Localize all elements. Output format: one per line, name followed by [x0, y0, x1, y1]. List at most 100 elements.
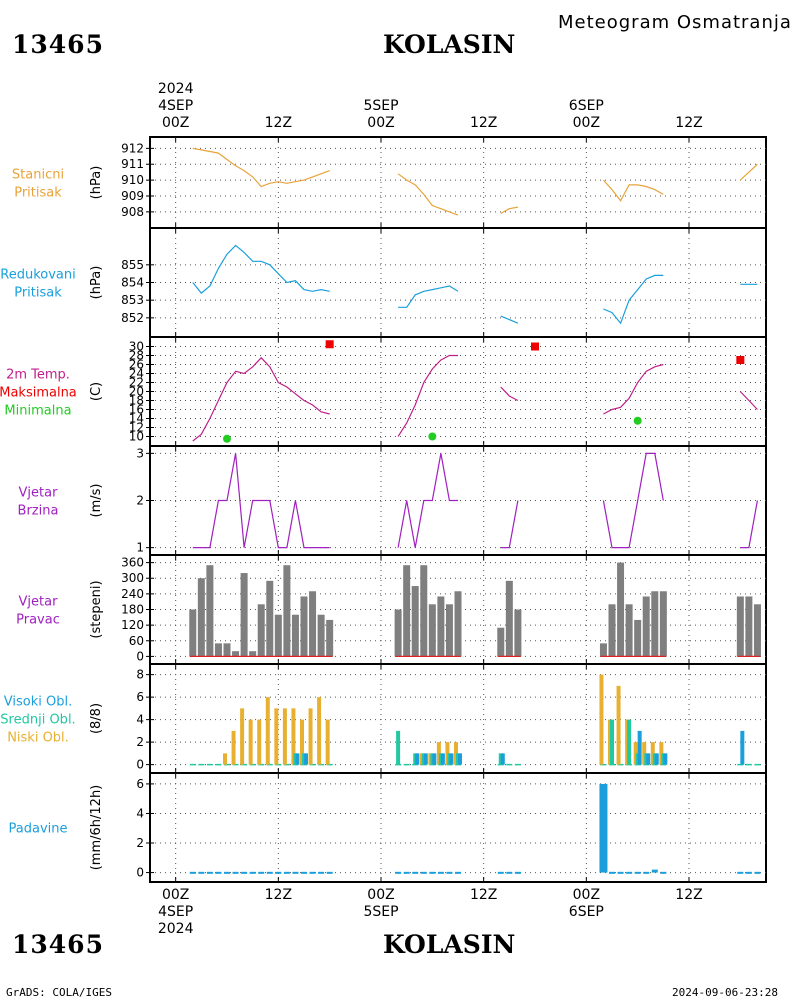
precip-bar [455, 871, 461, 874]
panel-label-temperature: 2m Temp. [6, 368, 70, 383]
cloud-bar [415, 753, 420, 765]
direction-bar [625, 604, 633, 657]
y-tick-label: 18 [129, 394, 144, 408]
direction-bar [326, 619, 334, 657]
series-line [739, 163, 758, 181]
y-tick-label: 3 [136, 446, 144, 460]
tmin-marker [633, 416, 642, 425]
precip-bar [395, 871, 402, 874]
cloud-bar [637, 730, 642, 765]
series-line [500, 386, 519, 402]
precip-bar [292, 871, 299, 874]
direction-bar [266, 580, 274, 657]
panel-station-pressure: Stanicni Pritisak (hPa) 908 909 910 911 912 [12, 136, 767, 229]
direction-bar [617, 562, 625, 657]
direction-bar [599, 643, 607, 657]
direction-bar [753, 604, 761, 657]
time-label-top: 5SEP [363, 98, 398, 114]
direction-bar [497, 627, 505, 657]
meteogram-title: Meteogram Osmatranja [558, 12, 792, 33]
y-tick-label: 854 [121, 276, 144, 290]
cloud-bar [265, 697, 270, 765]
cloud-bar [646, 753, 651, 765]
time-label-bottom: 2024 [158, 921, 194, 937]
direction-bar [189, 609, 197, 657]
precip-bar [437, 871, 444, 874]
y-tick-label: 120 [121, 618, 144, 632]
direction-bar [634, 619, 642, 657]
panel-label-temperature: Minimalna [4, 404, 71, 419]
tmax-marker [736, 356, 745, 364]
series-line [397, 453, 458, 548]
y-tick-label: 24 [129, 367, 144, 381]
y-tick-label: 360 [121, 556, 144, 570]
cloud-bar [248, 719, 253, 765]
cloud-bar [610, 719, 614, 765]
precip-bar [599, 783, 608, 873]
series-line [500, 206, 519, 215]
precip-bar [275, 871, 282, 874]
cloud-bar [231, 730, 236, 765]
series-line [602, 452, 664, 549]
station-id-bottom: 13465 [12, 930, 104, 959]
direction-bar [420, 565, 428, 657]
direction-bar [403, 565, 411, 657]
cloud-bar [627, 719, 632, 765]
time-label-bottom: 12Z [265, 887, 292, 903]
y-tick-label: 855 [121, 258, 144, 272]
series-line [739, 391, 758, 410]
direction-bar [505, 580, 513, 657]
time-label-bottom: 12Z [470, 887, 497, 903]
direction-bar [454, 591, 462, 657]
direction-bar [283, 565, 291, 657]
cloud-bar [257, 719, 262, 765]
panel-label-wind-speed: Brzina [18, 504, 59, 519]
panel-label-clouds: Niski Obl. [7, 731, 69, 746]
cloud-bar [291, 708, 296, 765]
series-line [192, 147, 330, 188]
panel-frame [149, 772, 767, 883]
y-tick-label: 20 [129, 385, 144, 399]
panel-precipitation: Padavine (mm/6h/12h) 0 2 4 6 [9, 772, 767, 883]
series-line [603, 363, 664, 415]
panel-label-temperature: Maksimalna [0, 386, 77, 401]
cloud-bar [458, 753, 462, 765]
time-label-top: 12Z [675, 115, 702, 131]
y-tick-label: 0 [136, 866, 144, 880]
time-label-bottom: 00Z [162, 887, 189, 903]
direction-bar [291, 614, 299, 657]
precip-bar [403, 871, 410, 874]
series-line [192, 453, 330, 549]
direction-bar [206, 565, 214, 657]
y-tick-label: 16 [129, 403, 144, 417]
y-tick-label: 22 [129, 376, 144, 390]
y-tick-label: 908 [121, 205, 144, 219]
panel-label-wind-speed: Vjetar [19, 486, 59, 501]
panel-frame [149, 227, 767, 338]
direction-bar [394, 609, 402, 657]
tmin-marker [428, 432, 437, 441]
direction-bar [659, 591, 667, 657]
panel-frame [149, 136, 767, 229]
direction-bar [223, 643, 231, 657]
y-tick-label: 180 [121, 603, 144, 617]
direction-bar [437, 596, 445, 657]
cloud-bar [616, 685, 621, 765]
precip-bar [232, 871, 239, 874]
precip-bar [206, 871, 213, 874]
unit-label: (hPa) [89, 266, 104, 300]
series-line [192, 356, 330, 442]
cloud-bar [599, 674, 604, 765]
tmax-marker [325, 340, 334, 349]
y-tick-label: 60 [129, 634, 144, 648]
time-label-bottom: 5SEP [363, 904, 398, 920]
precip-bar [737, 871, 744, 874]
precip-bar [309, 871, 316, 874]
cloud-bar [423, 753, 428, 765]
precip-bar [514, 871, 521, 874]
direction-bar [651, 591, 659, 657]
panel-label-reduced-pressure: Redukovani [0, 268, 75, 283]
y-tick-label: 911 [121, 157, 144, 171]
cloud-bar [223, 753, 227, 765]
